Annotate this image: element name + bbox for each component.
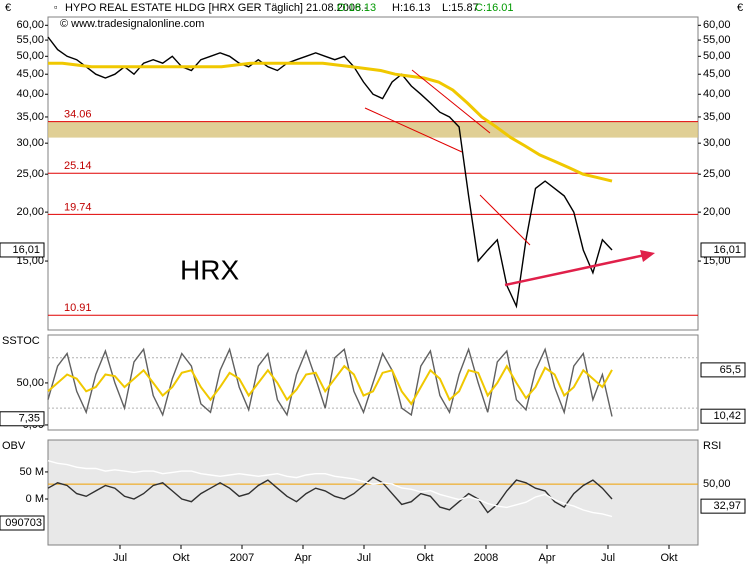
currency-left: €	[5, 2, 11, 14]
obv-tag	[0, 515, 45, 531]
value-tag-label: 7,35	[19, 413, 40, 425]
level-label: 25.14	[64, 160, 92, 172]
y-tick-label: 30,00	[16, 137, 44, 149]
x-tick-label: 2008	[474, 552, 498, 564]
value-tag	[0, 411, 45, 427]
obv-panel	[47, 439, 699, 546]
header-open: O:16.13	[337, 2, 376, 14]
zone	[48, 121, 698, 138]
y-tick-label-right: 35,00	[703, 111, 731, 123]
trendlines	[364, 69, 655, 287]
value-tag-label: 65,5	[720, 364, 741, 376]
value-tag	[700, 362, 746, 378]
y-tick-label-right: 60,00	[703, 19, 731, 31]
panel-title: SSTOC	[2, 335, 40, 347]
panel-title: OBV	[2, 440, 26, 452]
y-tick-label: 45,00	[16, 68, 44, 80]
level-label: 34.06	[64, 108, 92, 120]
header-close: C:16.01	[475, 2, 514, 14]
y-tick-label: 50,00	[16, 50, 44, 62]
y-tick-label-right: 50,00	[703, 50, 731, 62]
x-tick-label: Okt	[660, 552, 677, 564]
y-tick-label-right: 30,00	[703, 137, 731, 149]
value-tag	[700, 498, 746, 514]
trendline	[411, 69, 491, 134]
series-line	[47, 347, 613, 417]
obv-tag-label: 090703	[5, 517, 42, 529]
value-tag	[0, 242, 45, 258]
y-tick-label-right: 55,00	[703, 34, 731, 46]
y-tick-label-right: 45,00	[703, 68, 731, 80]
plot-layer: 60,00 60,00 55,00 55,00 50,00 50,00 45,00 45,00…	[0, 19, 746, 564]
value-tag-label: 32,97	[713, 500, 741, 512]
x-tick-label: Okt	[172, 552, 189, 564]
y-tick-label-right: 40,00	[703, 88, 731, 100]
x-tick-label: Apr	[294, 552, 311, 564]
value-tag	[700, 242, 746, 258]
currency-right: €	[737, 2, 743, 14]
value-tag-label: 16,01	[713, 244, 741, 256]
value-tag	[700, 408, 746, 424]
y-tick-label: 0 M	[26, 493, 44, 505]
y-tick-label: 60,00	[16, 19, 44, 31]
y2-tick-label: 50,00	[703, 478, 731, 490]
y-tick-label: 15,00	[16, 255, 44, 267]
header-name: HYPO REAL ESTATE HLDG [HRX GER Täglich] …	[65, 2, 368, 14]
level-label: 19.74	[64, 201, 92, 213]
x-tick-label: Jul	[601, 552, 615, 564]
y-tick-label-right: 15,00	[703, 255, 731, 267]
series-line	[47, 476, 613, 514]
y-tick-label: 20,00	[16, 206, 44, 218]
y-tick-label: 50,00	[16, 377, 44, 389]
y-tick-label: 50 M	[20, 466, 44, 478]
value-tag-label: 16,01	[12, 244, 40, 256]
panel-title-right: RSI	[703, 440, 721, 452]
series-line	[47, 460, 613, 518]
trend-arrow	[504, 253, 646, 287]
x-tick-label: Jul	[357, 552, 371, 564]
header-high: H:16.13	[392, 2, 431, 14]
source: © www.tradesignalonline.com	[60, 18, 204, 30]
x-tick-label: Apr	[538, 552, 555, 564]
x-tick-label: Jul	[113, 552, 127, 564]
header-low: L:15.87	[442, 2, 479, 14]
header-frame: ▫	[54, 3, 58, 14]
series-line	[47, 364, 613, 406]
y-tick-label: 40,00	[16, 88, 44, 100]
y-tick-label: 25,00	[16, 168, 44, 180]
trendline	[479, 194, 531, 246]
trendline	[364, 107, 463, 153]
series-line	[48, 61, 613, 183]
symbol: HRX	[180, 254, 239, 285]
x-tick-label: 2007	[230, 552, 254, 564]
y-tick-label: 55,00	[16, 34, 44, 46]
series-line	[47, 36, 613, 309]
arrow-head	[640, 250, 655, 262]
level-label: 10.91	[64, 302, 92, 314]
y-tick-label: 35,00	[16, 111, 44, 123]
y-tick-label-right: 20,00	[703, 206, 731, 218]
y-tick-label-right: 25,00	[703, 168, 731, 180]
value-tag-label: 10,42	[713, 410, 741, 422]
x-tick-label: Okt	[416, 552, 433, 564]
